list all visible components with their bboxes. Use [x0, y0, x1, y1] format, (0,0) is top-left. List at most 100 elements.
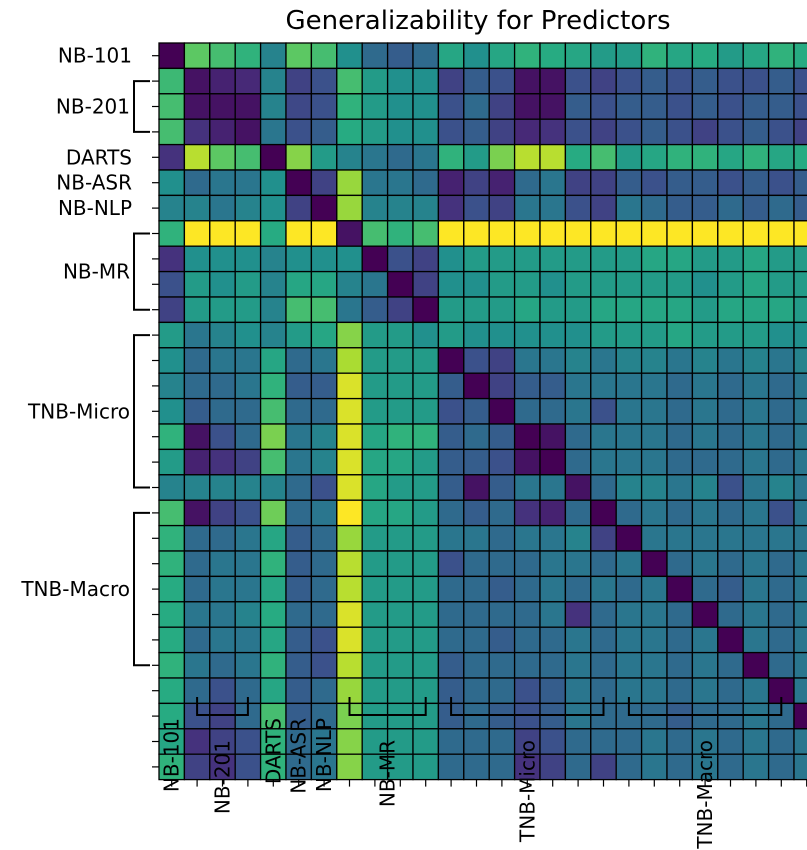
heatmap-cell-r20-c2 — [209, 550, 236, 578]
heatmap-cell-r11-c7 — [336, 321, 363, 349]
heatmap-cell-r12-c23 — [742, 347, 770, 374]
heatmap-cell-r22-c16 — [564, 601, 592, 628]
heatmap-cell-r27-c22 — [717, 728, 744, 755]
y-bracket-nb-mr — [133, 232, 150, 311]
heatmap-cell-r10-c16 — [564, 296, 592, 324]
heatmap-cell-r12-c6 — [310, 347, 338, 374]
heatmap-cell-r25-c4 — [259, 677, 287, 705]
heatmap-cell-r27-c17 — [590, 728, 617, 755]
heatmap-cell-r14-c21 — [691, 397, 719, 425]
heatmap-cell-r11-c17 — [590, 321, 617, 349]
heatmap-cell-r5-c22 — [717, 169, 744, 197]
heatmap-cell-r27-c1 — [183, 728, 211, 755]
heatmap-cell-r24-c14 — [513, 651, 541, 679]
heatmap-cell-r22-c1 — [183, 601, 211, 628]
x-label-tnb-micro: TNB-Micro — [515, 740, 539, 843]
heatmap-cell-r23-c22 — [717, 626, 744, 654]
heatmap-cell-r5-c7 — [336, 169, 363, 197]
heatmap-cell-r16-c2 — [209, 448, 236, 476]
y-bracket-nb-201 — [133, 80, 150, 133]
heatmap-cell-r18-c2 — [209, 499, 236, 527]
heatmap-cell-r20-c0 — [158, 550, 186, 578]
heatmap-cell-r14-c8 — [361, 397, 389, 425]
heatmap-cell-r1-c5 — [285, 67, 313, 95]
heatmap-cell-r0-c24 — [767, 42, 795, 70]
heatmap-cell-r27-c18 — [615, 728, 643, 755]
heatmap-cell-r2-c14 — [513, 93, 541, 120]
y-bracket-tnb-macro — [133, 511, 150, 667]
heatmap-cell-r24-c4 — [259, 651, 287, 679]
heatmap-cell-r17-c11 — [437, 474, 465, 501]
heatmap-cell-r12-c21 — [691, 347, 719, 374]
heatmap-cell-r20-c9 — [386, 550, 414, 578]
heatmap-cell-r11-c0 — [158, 321, 186, 349]
heatmap-cell-r8-c17 — [590, 245, 617, 273]
heatmap-cell-r1-c13 — [488, 67, 516, 95]
heatmap-cell-r11-c11 — [437, 321, 465, 349]
heatmap-cell-r16-c12 — [463, 448, 490, 476]
heatmap-cell-r20-c21 — [691, 550, 719, 578]
heatmap-cell-r14-c17 — [590, 397, 617, 425]
heatmap-cell-r15-c2 — [209, 423, 236, 451]
heatmap-cell-r25-c22 — [717, 677, 744, 705]
heatmap-cell-r18-c4 — [259, 499, 287, 527]
heatmap-cell-r21-c5 — [285, 575, 313, 603]
heatmap-cell-r11-c15 — [539, 321, 567, 349]
heatmap-cell-r18-c22 — [717, 499, 744, 527]
heatmap-cell-r1-c18 — [615, 67, 643, 95]
heatmap-cell-r2-c15 — [539, 93, 567, 120]
heatmap-cell-r10-c15 — [539, 296, 567, 324]
heatmap-cell-r12-c1 — [183, 347, 211, 374]
heatmap-cell-r21-c12 — [463, 575, 490, 603]
heatmap-cell-r24-c18 — [615, 651, 643, 679]
heatmap-cell-r14-c10 — [412, 397, 440, 425]
heatmap-cell-r17-c6 — [310, 474, 338, 501]
heatmap-cell-r15-c1 — [183, 423, 211, 451]
heatmap-cell-r13-c5 — [285, 372, 313, 400]
heatmap-cell-r19-c1 — [183, 524, 211, 552]
heatmap-cell-r13-c13 — [488, 372, 516, 400]
y-label-darts: DARTS — [66, 145, 132, 169]
heatmap-cell-r20-c24 — [767, 550, 795, 578]
heatmap-cell-r19-c14 — [513, 524, 541, 552]
heatmap-cell-r12-c15 — [539, 347, 567, 374]
heatmap-cell-r23-c6 — [310, 626, 338, 654]
heatmap-cell-r23-c21 — [691, 626, 719, 654]
heatmap-cell-r13-c18 — [615, 372, 643, 400]
heatmap-cell-r26-c20 — [666, 702, 694, 730]
heatmap-cell-r17-c16 — [564, 474, 592, 501]
heatmap-cell-r22-c11 — [437, 601, 465, 628]
heatmap-cell-r13-c14 — [513, 372, 541, 400]
x-bracket-tnb-micro — [450, 697, 605, 716]
heatmap-cell-r19-c25 — [793, 524, 807, 552]
heatmap-cell-r25-c15 — [539, 677, 567, 705]
heatmap-cell-r5-c19 — [640, 169, 668, 197]
heatmap-cell-r22-c9 — [386, 601, 414, 628]
heatmap-cell-r28-c19 — [640, 753, 668, 781]
heatmap-cell-r11-c3 — [234, 321, 262, 349]
heatmap-cell-r18-c7 — [336, 499, 363, 527]
heatmap-cell-r24-c22 — [717, 651, 744, 679]
heatmap-cell-r1-c24 — [767, 67, 795, 95]
heatmap-cell-r14-c4 — [259, 397, 287, 425]
heatmap-cell-r23-c1 — [183, 626, 211, 654]
heatmap-cell-r13-c16 — [564, 372, 592, 400]
heatmap-cell-r22-c21 — [691, 601, 719, 628]
heatmap-cell-r1-c3 — [234, 67, 262, 95]
heatmap-cell-r15-c5 — [285, 423, 313, 451]
heatmap-cell-r16-c5 — [285, 448, 313, 476]
heatmap-cell-r22-c24 — [767, 601, 795, 628]
heatmap-cell-r11-c25 — [793, 321, 807, 349]
heatmap-cell-r12-c8 — [361, 347, 389, 374]
heatmap-cell-r12-c17 — [590, 347, 617, 374]
heatmap-cell-r17-c21 — [691, 474, 719, 501]
heatmap-cell-r14-c19 — [640, 397, 668, 425]
heatmap-cell-r22-c15 — [539, 601, 567, 628]
heatmap-cell-r1-c0 — [158, 67, 186, 95]
heatmap-cell-r11-c6 — [310, 321, 338, 349]
heatmap-cell-r10-c1 — [183, 296, 211, 324]
heatmap-cell-r0-c16 — [564, 42, 592, 70]
heatmap-cell-r11-c2 — [209, 321, 236, 349]
heatmap-cell-r5-c17 — [590, 169, 617, 197]
heatmap-cell-r7-c22 — [717, 220, 744, 247]
